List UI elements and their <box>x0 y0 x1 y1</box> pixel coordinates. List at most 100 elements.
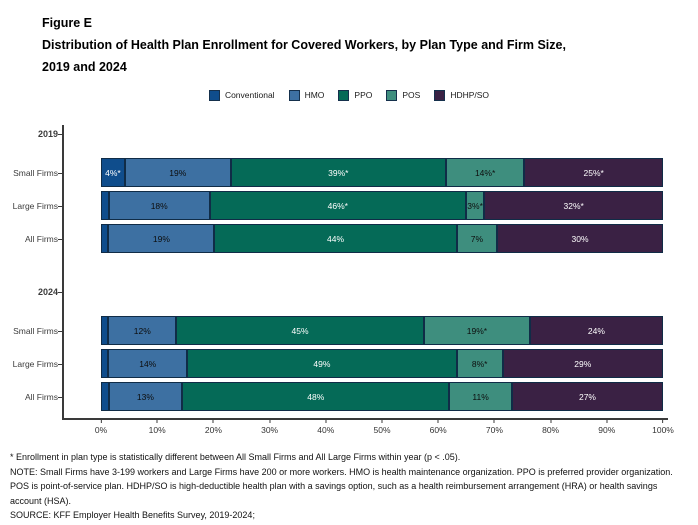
stacked-bar: 4%* 19% 39%* 14%* 25%* <box>101 158 664 187</box>
category-label: Large Firms <box>12 200 58 211</box>
year-row: 2024 <box>38 283 663 301</box>
x-tick-mark <box>156 419 158 423</box>
legend-swatch-icon <box>288 89 300 101</box>
bar-segment-label: 24% <box>587 325 605 336</box>
legend: Conventional HMO PPO POS HDHP/SO <box>0 86 698 104</box>
bar-segment: 19% <box>124 158 231 187</box>
x-tick-mark <box>100 419 102 423</box>
bar-segment-label: 39%* <box>328 167 349 178</box>
x-tick-mark <box>493 419 495 423</box>
plot-area: 2019 Small Firms 4%* 19% 39%* 14%* 25%* Large F… <box>0 125 698 420</box>
bar-segment-label: 14% <box>139 358 157 369</box>
bar-segment-label: 45% <box>291 325 309 336</box>
bar-segment-label: 46%* <box>327 200 348 211</box>
bar-segment-label: 30% <box>571 233 589 244</box>
bar-segment-label: 32%* <box>563 200 584 211</box>
axis-tick <box>58 205 62 207</box>
bar-segment <box>101 191 109 220</box>
category-label: All Firms <box>24 391 58 402</box>
x-tick-label: 100% <box>652 425 674 435</box>
stacked-bar: 19% 44% 7% 30% <box>101 224 663 253</box>
bar-row: All Firms 13% 48% 11% 27% <box>25 382 663 411</box>
x-tick-label: 80% <box>542 425 560 435</box>
bar-segment-label: 4%* <box>105 167 121 178</box>
category-label: All Firms <box>24 233 58 244</box>
legend-swatch-icon <box>434 89 446 101</box>
bar-segment: 49% <box>186 349 457 378</box>
bar-segment: 14%* <box>445 158 525 187</box>
x-tick: 30% <box>261 419 278 435</box>
legend-label: HDHP/SO <box>450 90 490 100</box>
bar-segment-label: 12% <box>133 325 151 336</box>
bar-segment: 8%* <box>456 349 503 378</box>
stacked-bar: 13% 48% 11% 27% <box>101 382 663 411</box>
legend-item: Conventional <box>208 89 275 101</box>
x-tick: 70% <box>486 419 503 435</box>
bar-segment-label: 27% <box>578 391 596 402</box>
figure-label: Figure E <box>42 16 93 30</box>
x-tick-mark <box>269 419 271 423</box>
bar-segment: 7% <box>456 224 498 253</box>
x-tick: 40% <box>317 419 334 435</box>
bar-segment: 27% <box>511 382 663 411</box>
bar-row: Small Firms 12% 45% 19%* 24% <box>13 316 663 345</box>
bar-segment: 24% <box>529 316 663 345</box>
x-tick: 10% <box>149 419 166 435</box>
legend-item: HMO <box>288 89 325 101</box>
bar-row: Large Firms 18% 46%* 3%* 32%* <box>13 191 663 220</box>
bar-segment <box>101 382 109 411</box>
plot-rows: 2019 Small Firms 4%* 19% 39%* 14%* 25%* Large F… <box>13 125 664 415</box>
category-label: Small Firms <box>13 167 58 178</box>
bar-segment: 3%* <box>465 191 485 220</box>
bar-segment-label: 18% <box>150 200 168 211</box>
stacked-bar: 12% 45% 19%* 24% <box>101 316 663 345</box>
bar-segment-label: 8%* <box>471 358 488 369</box>
x-tick-label: 30% <box>261 425 279 435</box>
legend-swatch-icon <box>208 89 220 101</box>
legend-label: HMO <box>304 90 325 100</box>
bar-segment-label: 19%* <box>466 325 488 336</box>
bar-segment: 44% <box>214 224 457 253</box>
bar-segment: 39%* <box>230 158 446 187</box>
x-tick-mark <box>662 419 664 423</box>
legend-item: HDHP/SO <box>434 89 490 101</box>
bar-segment: 32%* <box>484 191 663 220</box>
bar-segment-label: 19% <box>152 233 170 244</box>
category-label: Small Firms <box>13 325 58 336</box>
bar-segment <box>101 316 109 345</box>
axis-tick <box>58 330 62 332</box>
x-tick-label: 70% <box>485 425 503 435</box>
bar-segment-label: 49% <box>313 358 331 369</box>
bar-row: Large Firms 14% 49% 8%* 29% <box>13 349 663 378</box>
legend-item: POS <box>386 89 420 101</box>
stacked-bar: 18% 46%* 3%* 32%* <box>101 191 663 220</box>
x-tick-label: 20% <box>204 425 222 435</box>
figure-title-line1: Distribution of Health Plan Enrollment f… <box>42 38 566 52</box>
footnote-note: NOTE: Small Firms have 3-199 workers and… <box>10 466 673 506</box>
x-tick-label: 50% <box>373 425 391 435</box>
year-row: 2019 <box>38 125 663 143</box>
bar-segment-label: 11% <box>472 391 489 402</box>
x-tick-label: 60% <box>429 425 447 435</box>
figure-title: Figure E Distribution of Health Plan Enr… <box>42 12 566 78</box>
bar-segment: 19%* <box>423 316 530 345</box>
bar-segment-label: 13% <box>136 391 154 402</box>
bar-segment: 29% <box>502 349 663 378</box>
axis-tick <box>58 238 62 240</box>
category-label: Large Firms <box>12 358 58 369</box>
footnote-asterisk: * Enrollment in plan type is statistical… <box>10 452 461 462</box>
x-axis-line <box>62 418 668 420</box>
x-tick-mark <box>606 419 608 423</box>
x-tick: 0% <box>95 419 107 435</box>
y-axis-line <box>62 125 64 418</box>
bar-segment-label: 3%* <box>467 200 483 211</box>
x-tick-mark <box>212 419 214 423</box>
bar-segment: 11% <box>449 382 512 411</box>
legend-label: PPO <box>354 90 373 100</box>
bar-segment-label: 48% <box>307 391 325 402</box>
x-tick: 50% <box>373 419 391 435</box>
x-tick-mark <box>325 419 327 423</box>
x-tick-mark <box>437 419 439 423</box>
bar-segment: 13% <box>108 382 183 411</box>
